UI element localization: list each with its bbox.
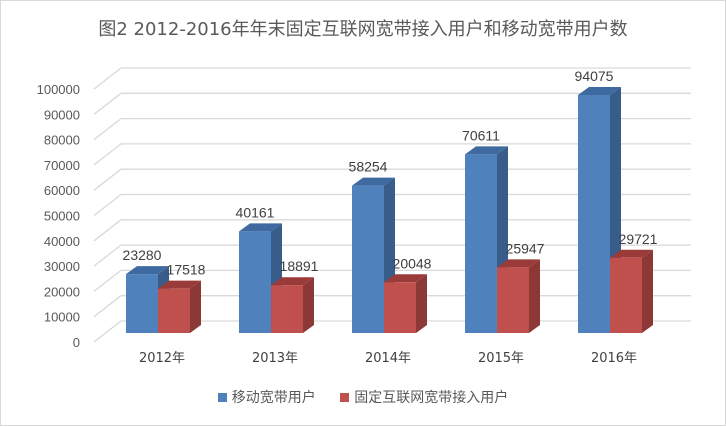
bar (384, 282, 416, 333)
data-label: 25947 (506, 240, 545, 256)
x-tick-label: 2012年 (139, 351, 185, 366)
legend-label-mobile: 移动宽带用户 (231, 390, 316, 406)
legend-item-fixed: 固定互联网宽带接入用户 (340, 387, 508, 407)
bar (352, 185, 384, 333)
bar-top (239, 223, 282, 232)
bar-top (352, 177, 395, 186)
bar (610, 257, 642, 333)
bar-side (529, 259, 540, 333)
y-tick-label: 70000 (44, 158, 80, 173)
data-label: 94075 (575, 68, 614, 84)
gridline-depth (93, 67, 122, 90)
gridline-depth (93, 269, 122, 292)
data-label: 23280 (123, 247, 162, 263)
bar-top (497, 259, 540, 268)
y-tick-label: 60000 (44, 183, 80, 198)
y-tick-label: 100000 (37, 82, 80, 97)
y-tick-label: 30000 (44, 259, 80, 274)
data-label: 29721 (619, 231, 658, 247)
y-tick-label: 90000 (44, 107, 80, 122)
data-label: 17518 (167, 262, 206, 278)
bar-top (384, 274, 427, 283)
bar-side (642, 249, 653, 333)
bar (126, 274, 158, 333)
legend-swatch-mobile (217, 392, 227, 402)
gridline-depth (93, 143, 122, 166)
data-label: 40161 (236, 204, 275, 220)
gridline-depth (93, 320, 122, 343)
legend-swatch-fixed (340, 392, 350, 402)
y-tick-label: 50000 (44, 209, 80, 224)
gridline-depth (93, 168, 122, 191)
gridline-depth (93, 92, 122, 115)
bar (578, 94, 610, 333)
x-tick-label: 2015年 (478, 351, 524, 366)
bar (158, 288, 190, 333)
legend-label-fixed: 固定互联网宽带接入用户 (354, 390, 509, 406)
bar (497, 267, 529, 333)
bar (239, 231, 271, 333)
bar-side (416, 274, 427, 333)
gridline-depth (93, 244, 122, 267)
y-tick-label: 40000 (44, 234, 80, 249)
x-tick-label: 2016年 (591, 351, 637, 366)
bar-side (190, 280, 201, 333)
y-tick-label: 80000 (44, 133, 80, 148)
data-label: 18891 (280, 258, 319, 274)
y-tick-label: 10000 (44, 310, 80, 325)
bar (465, 154, 497, 333)
chart-title: 图2 2012-2016年年末固定互联网宽带接入用户和移动宽带用户数 (98, 19, 628, 40)
legend-item-mobile: 移动宽带用户 (217, 387, 316, 407)
gridline-depth (93, 295, 122, 318)
legend: 移动宽带用户 固定互联网宽带接入用户 (1, 387, 725, 407)
gridline-depth (93, 193, 122, 217)
gridline-depth (93, 118, 122, 141)
data-label: 58254 (349, 159, 388, 175)
bar-top (578, 86, 621, 95)
data-label: 20048 (393, 255, 432, 271)
bar (271, 285, 303, 333)
bar-top (271, 277, 314, 286)
bar-top (126, 266, 169, 275)
x-tick-label: 2014年 (365, 351, 411, 366)
bar-side (303, 277, 314, 333)
y-tick-label: 20000 (44, 284, 80, 299)
gridline-depth (93, 219, 122, 242)
data-label: 70611 (462, 127, 500, 143)
y-tick-label: 0 (73, 335, 80, 350)
bar-top (158, 280, 201, 289)
bar-top (610, 249, 653, 258)
bar-top (465, 146, 508, 155)
x-tick-label: 2013年 (252, 351, 298, 366)
